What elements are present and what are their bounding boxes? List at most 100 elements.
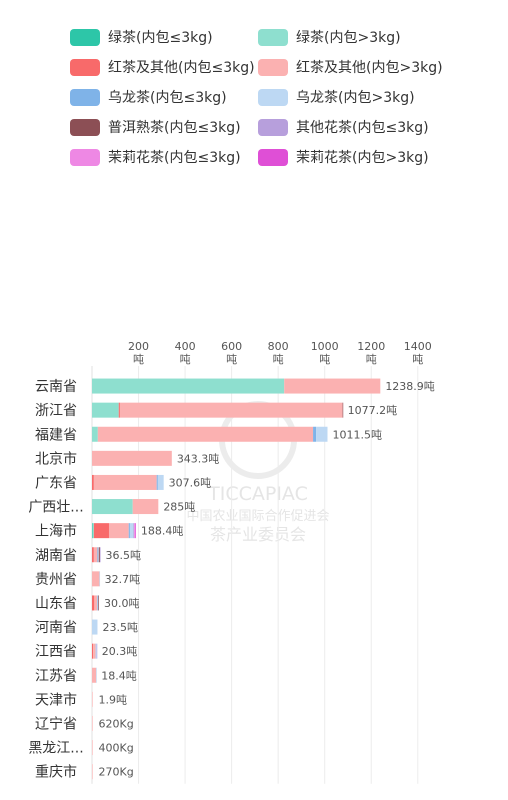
bar-segment — [156, 474, 158, 490]
legend-swatch — [70, 88, 100, 106]
x-tick-unit: 吨 — [133, 353, 144, 366]
category-label: 广西壮... — [28, 500, 83, 516]
legend-label: 普洱熟茶(内包≤3kg) — [108, 120, 241, 136]
bar-segment — [133, 523, 135, 539]
value-label: 343.3吨 — [177, 452, 220, 465]
bar-segment — [92, 740, 93, 756]
bar-segment — [134, 523, 136, 539]
bar-segment — [132, 499, 159, 515]
bar-segment — [96, 667, 97, 683]
x-tick-unit: 吨 — [273, 353, 284, 366]
x-tick-unit: 吨 — [366, 353, 377, 366]
bar-segment — [98, 547, 100, 563]
bar-segment — [96, 643, 98, 659]
value-label: 1077.2吨 — [348, 404, 398, 417]
category-label: 广东省 — [35, 475, 77, 491]
bar-segment — [92, 402, 119, 418]
legend-item[interactable]: 绿茶(内包≤3kg) — [70, 28, 213, 46]
legend-label: 茉莉花茶(内包>3kg) — [296, 150, 429, 166]
legend-item[interactable]: 乌龙茶(内包>3kg) — [258, 88, 415, 106]
bar-segment — [92, 499, 133, 515]
bar-segment — [92, 643, 94, 659]
bar-segment — [99, 547, 101, 563]
category-label: 辽宁省 — [35, 715, 77, 732]
legend-item[interactable]: 茉莉花茶(内包>3kg) — [258, 148, 429, 166]
bar-segment — [92, 523, 94, 539]
category-label: 湖南省 — [35, 548, 77, 564]
category-label: 重庆市 — [35, 764, 77, 781]
value-label: 20.3吨 — [102, 645, 138, 658]
legend-item[interactable]: 其他花茶(内包≤3kg) — [258, 118, 429, 136]
value-label: 1.9吨 — [99, 693, 128, 706]
bar-segment — [94, 595, 98, 611]
legend-label: 绿茶(内包≤3kg) — [108, 30, 213, 46]
bar-segment — [95, 643, 97, 659]
bar-segment — [92, 595, 95, 611]
bar-segment — [98, 595, 99, 611]
watermark-line2: 中国农业国际合作促进会 — [186, 509, 329, 524]
legend-swatch — [258, 148, 288, 166]
category-label: 山东省 — [35, 596, 77, 612]
bar-segment — [119, 402, 343, 418]
value-label: 307.6吨 — [169, 476, 212, 489]
value-label: 32.7吨 — [105, 573, 140, 586]
x-tick-label: 600 — [221, 340, 242, 353]
category-label: 贵州省 — [35, 572, 77, 588]
value-label: 1011.5吨 — [332, 428, 382, 441]
bar-segment — [92, 426, 98, 442]
bar-segment — [97, 595, 98, 611]
legend-swatch — [70, 118, 100, 136]
value-label: 36.5吨 — [105, 549, 141, 562]
legend-label: 红茶及其他(内包≤3kg) — [108, 60, 255, 76]
bar-segment — [316, 426, 328, 442]
bar-segment — [313, 426, 317, 442]
bar-segment — [342, 402, 344, 418]
bar-segment — [93, 643, 96, 659]
legend-label: 其他花茶(内包≤3kg) — [296, 120, 429, 136]
value-label: 270Kg — [99, 766, 134, 779]
category-label: 云南省 — [35, 379, 77, 395]
legend-label: 乌龙茶(内包≤3kg) — [108, 90, 227, 106]
legend-swatch — [70, 58, 100, 76]
bar-segment — [157, 474, 164, 490]
watermark-line1: TICCAPIAC — [207, 483, 308, 505]
bar-segment — [284, 378, 381, 394]
category-label: 北京市 — [35, 450, 77, 467]
legend-swatch — [70, 148, 100, 166]
bar-segment — [92, 547, 94, 563]
legend-item[interactable]: 绿茶(内包>3kg) — [258, 28, 401, 46]
category-label: 上海市 — [35, 523, 77, 540]
bar-segment — [92, 523, 93, 539]
bar-segment — [92, 450, 172, 466]
bar-segment — [108, 523, 129, 539]
value-label: 30.0吨 — [104, 597, 140, 610]
x-tick-label: 1400 — [404, 340, 432, 353]
category-label: 江苏省 — [35, 668, 77, 684]
bar-segment — [129, 523, 134, 539]
category-label: 河南省 — [35, 620, 77, 636]
legend-item[interactable]: 红茶及其他(内包>3kg) — [258, 58, 443, 76]
category-label: 江西省 — [35, 644, 77, 660]
bar-segment — [128, 523, 130, 539]
bar-segment — [97, 426, 314, 442]
value-label: 620Kg — [99, 717, 134, 730]
x-tick-label: 400 — [175, 340, 196, 353]
bar-segment — [92, 474, 94, 490]
bar-segment — [93, 474, 157, 490]
bar-segment — [93, 523, 109, 539]
bar-segment — [118, 402, 120, 418]
x-tick-unit: 吨 — [180, 353, 191, 366]
legend-item[interactable]: 茉莉花茶(内包≤3kg) — [70, 148, 241, 166]
bar-segment — [99, 571, 101, 587]
legend-item[interactable]: 普洱熟茶(内包≤3kg) — [70, 118, 241, 136]
bar-segment — [92, 691, 93, 707]
bar-segment — [92, 715, 93, 731]
legend-item[interactable]: 乌龙茶(内包≤3kg) — [70, 88, 227, 106]
bar-segment — [92, 764, 93, 780]
category-label: 天津市 — [35, 691, 77, 708]
bar-segment — [135, 523, 136, 539]
legend-item[interactable]: 红茶及其他(内包≤3kg) — [70, 58, 255, 76]
value-label: 23.5吨 — [102, 621, 137, 634]
